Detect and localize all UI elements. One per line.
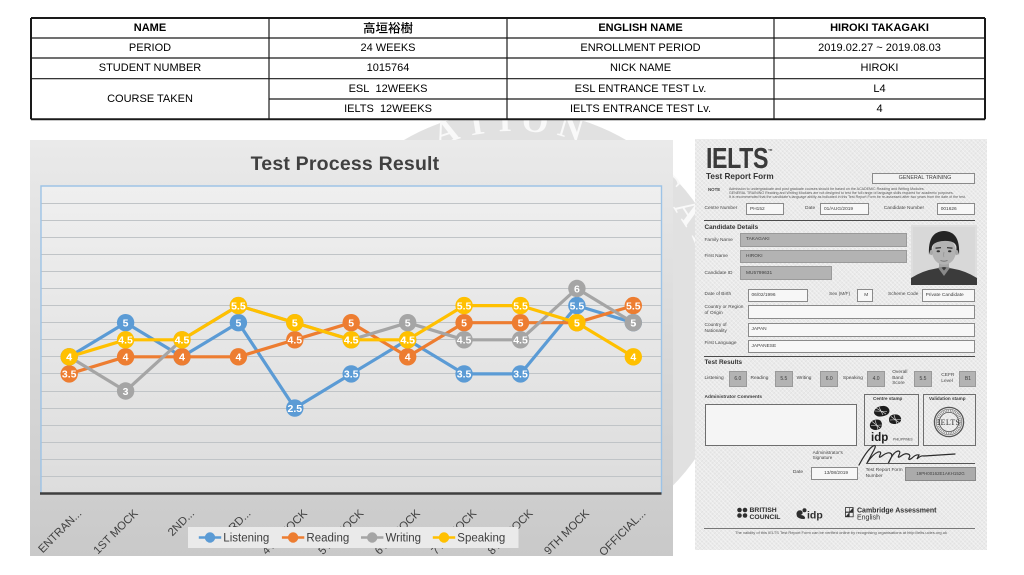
svg-text:5: 5 (518, 318, 524, 330)
svg-text:4.5: 4.5 (457, 335, 472, 347)
svg-text:4: 4 (66, 352, 72, 364)
svg-text:COUNCIL: COUNCIL (750, 514, 781, 521)
svg-text:ENTRAN...: ENTRAN... (36, 508, 84, 556)
svg-text:IELTS: IELTS (938, 417, 961, 426)
svg-text:BRITISH: BRITISH (750, 507, 777, 514)
svg-text:4.5: 4.5 (344, 335, 359, 347)
svg-text:Cambridge Assessment: Cambridge Assessment (857, 508, 937, 515)
svg-text:5: 5 (574, 318, 580, 330)
svg-text:4.5: 4.5 (118, 335, 133, 347)
svg-text:5: 5 (630, 318, 636, 330)
svg-text:5: 5 (574, 318, 580, 330)
svg-text:4: 4 (405, 352, 411, 364)
svg-text:5: 5 (348, 318, 354, 330)
svg-text:3.5: 3.5 (457, 369, 472, 381)
svg-text:Reading: Reading (306, 533, 349, 545)
svg-text:4: 4 (179, 352, 185, 364)
svg-text:idp: idp (871, 432, 888, 444)
svg-text:PHILIPPINES: PHILIPPINES (893, 437, 913, 441)
svg-text:4.5: 4.5 (175, 335, 190, 347)
svg-text:5.5: 5.5 (231, 300, 246, 312)
svg-text:5: 5 (292, 318, 298, 330)
svg-text:Speaking: Speaking (457, 533, 505, 545)
svg-text:OFFICIAL...: OFFICIAL... (597, 508, 648, 556)
svg-text:5: 5 (405, 318, 411, 330)
svg-text:5.5: 5.5 (570, 300, 585, 312)
svg-text:1ST MOCK: 1ST MOCK (92, 507, 142, 556)
svg-text:5.5: 5.5 (626, 300, 641, 312)
svg-text:English: English (857, 515, 880, 522)
svg-text:4.5: 4.5 (513, 335, 528, 347)
svg-text:5: 5 (292, 318, 298, 330)
svg-text:5.5: 5.5 (457, 300, 472, 312)
svg-text:idp: idp (807, 510, 823, 522)
svg-text:4: 4 (123, 352, 129, 364)
svg-text:4.5: 4.5 (287, 335, 302, 347)
svg-text:4: 4 (630, 352, 636, 364)
svg-text:5: 5 (123, 318, 129, 330)
svg-text:4: 4 (66, 352, 72, 364)
svg-text:5: 5 (235, 318, 241, 330)
svg-text:3.5: 3.5 (62, 369, 77, 381)
svg-text:3.5: 3.5 (513, 369, 528, 381)
svg-text:4.5: 4.5 (400, 335, 415, 347)
svg-text:5: 5 (461, 318, 467, 330)
svg-text:9TH MOCK: 9TH MOCK (542, 507, 592, 556)
svg-text:3.5: 3.5 (344, 369, 359, 381)
svg-text:6: 6 (574, 283, 580, 295)
svg-text:5.5: 5.5 (513, 300, 528, 312)
svg-text:Writing: Writing (386, 533, 422, 545)
svg-text:5: 5 (630, 318, 636, 330)
svg-text:4.5: 4.5 (400, 335, 415, 347)
svg-text:4: 4 (235, 352, 241, 364)
svg-text:4.5: 4.5 (175, 335, 190, 347)
svg-text:4: 4 (179, 352, 185, 364)
svg-text:3: 3 (123, 386, 129, 398)
svg-text:4: 4 (66, 352, 72, 364)
svg-text:5.5: 5.5 (231, 300, 246, 312)
svg-text:2.5: 2.5 (287, 403, 302, 415)
svg-text:Listening: Listening (223, 533, 269, 545)
svg-text:4.5: 4.5 (344, 335, 359, 347)
